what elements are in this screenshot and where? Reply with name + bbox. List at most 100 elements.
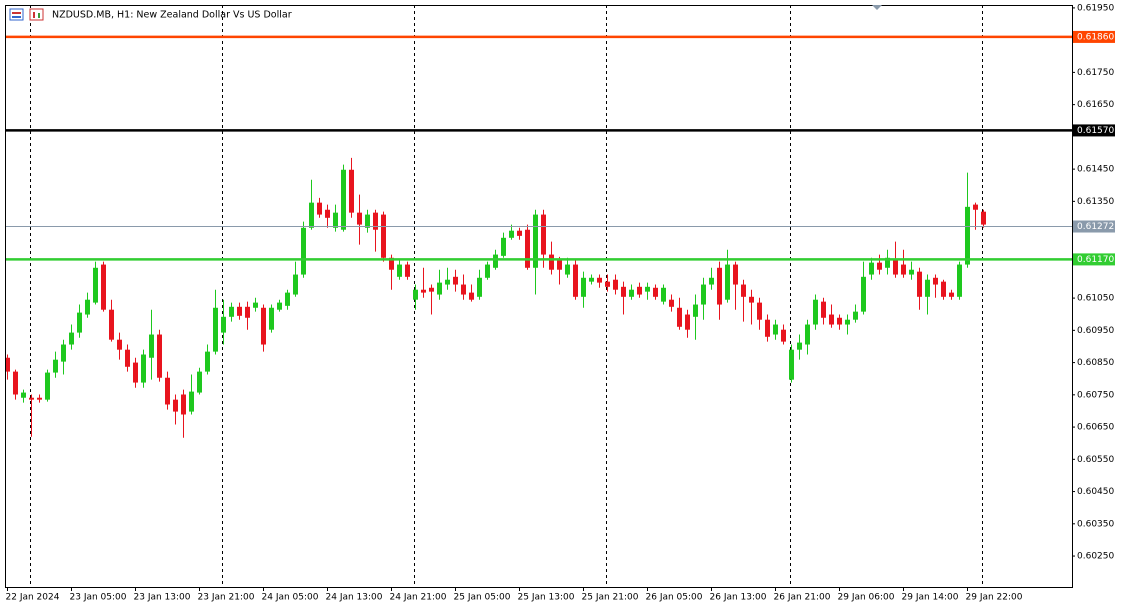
candle-body (589, 277, 594, 282)
symbol-icon (9, 8, 44, 21)
candle-body (381, 214, 386, 258)
candle-body (965, 206, 970, 265)
candle-body (909, 269, 914, 275)
candle-body (821, 301, 826, 318)
bid-label-box (1073, 220, 1115, 233)
candle-body (437, 282, 442, 295)
level-label-box (1073, 30, 1115, 43)
x-tick-label: 25 Jan 13:00 (518, 593, 575, 603)
candle-body (485, 264, 490, 278)
x-tick-label: 23 Jan 21:00 (198, 593, 255, 603)
candle-body (157, 334, 162, 378)
candle-body (365, 214, 370, 228)
icon-frame (9, 8, 24, 21)
x-tick-label: 24 Jan 13:00 (326, 593, 383, 603)
x-tick-label: 25 Jan 21:00 (582, 593, 639, 603)
candle-body (125, 349, 130, 367)
candle-body (517, 230, 522, 236)
candle-body (741, 284, 746, 297)
level-label: 0.61170 (1077, 255, 1114, 265)
x-tick-label: 29 Jan 14:00 (902, 593, 959, 603)
candle-body (637, 286, 642, 295)
candle-body (53, 359, 58, 373)
candle-body (421, 289, 426, 293)
candle-body (309, 202, 314, 228)
candle-body (413, 289, 418, 300)
candle-body (477, 277, 482, 297)
icon-bar (33, 12, 35, 18)
y-tick-label: 0.61750 (1077, 68, 1114, 78)
candle-body (693, 304, 698, 317)
candle-body (61, 344, 66, 362)
shift-marker (872, 5, 882, 10)
candle-body (133, 362, 138, 383)
candle-body (597, 277, 602, 283)
candle-body (757, 302, 762, 320)
y-tick-label: 0.60750 (1077, 390, 1114, 400)
day-separators (30, 5, 983, 588)
x-tick-label: 22 Jan 2024 (6, 593, 60, 603)
candle-body (869, 262, 874, 275)
candle-body (261, 307, 266, 345)
candle-body (349, 169, 354, 213)
candle-body (357, 212, 362, 225)
y-tick-label: 0.60650 (1077, 423, 1114, 433)
icon-bar (12, 16, 21, 18)
level-label: 0.61570 (1077, 126, 1114, 136)
y-tick-label: 0.61350 (1077, 197, 1114, 207)
candle-body (189, 391, 194, 412)
candle-body (773, 324, 778, 335)
candle-body (85, 299, 90, 315)
chart-title: NZDUSD.MB, H1: New Zealand Dollar Vs US … (52, 10, 292, 21)
candle-body (453, 276, 458, 285)
y-tick-label: 0.60550 (1077, 455, 1114, 465)
x-tick-label: 26 Jan 13:00 (710, 593, 767, 603)
candle-body (325, 209, 330, 218)
level-label: 0.61860 (1077, 32, 1114, 42)
candle-body (621, 286, 626, 297)
candle-body (845, 319, 850, 325)
plot (5, 35, 1072, 438)
candle-body (957, 264, 962, 297)
candle-body (685, 314, 690, 330)
candle-body (749, 296, 754, 303)
y-tick-label: 0.60250 (1077, 552, 1114, 562)
y-tick-label: 0.61050 (1077, 294, 1114, 304)
candle-body (405, 264, 410, 277)
x-tick-label: 26 Jan 21:00 (774, 593, 831, 603)
candle-body (269, 307, 274, 330)
candle-body (805, 324, 810, 345)
candle-body (549, 254, 554, 270)
candle-body (669, 299, 674, 307)
candle-body (709, 277, 714, 285)
candle-body (429, 287, 434, 292)
candle-body (981, 211, 986, 225)
candle-body (949, 292, 954, 297)
candle-body (277, 302, 282, 310)
candle-body (293, 274, 298, 295)
candle-body (253, 302, 258, 308)
candle-body (29, 397, 34, 400)
level-label-box (1073, 253, 1115, 266)
candle-body (893, 259, 898, 275)
candle-body (333, 212, 338, 228)
bid-label: 0.61272 (1077, 222, 1114, 232)
candle-body (605, 281, 610, 287)
candle-body (525, 229, 530, 268)
candle-body (245, 306, 250, 318)
candle-body (837, 317, 842, 325)
icon-bar (38, 13, 40, 18)
candle-body (237, 306, 242, 316)
candle-body (533, 214, 538, 268)
candle-body (69, 332, 74, 345)
candle-body (557, 259, 562, 270)
x-tick-label: 26 Jan 05:00 (646, 593, 703, 603)
level-label-box (1073, 124, 1115, 137)
plot-frame (5, 5, 1073, 588)
y-tick-label: 0.60950 (1077, 326, 1114, 336)
candle-body (501, 237, 506, 256)
x-tick-label: 23 Jan 05:00 (70, 593, 127, 603)
y-tick-label: 0.61950 (1077, 3, 1114, 13)
